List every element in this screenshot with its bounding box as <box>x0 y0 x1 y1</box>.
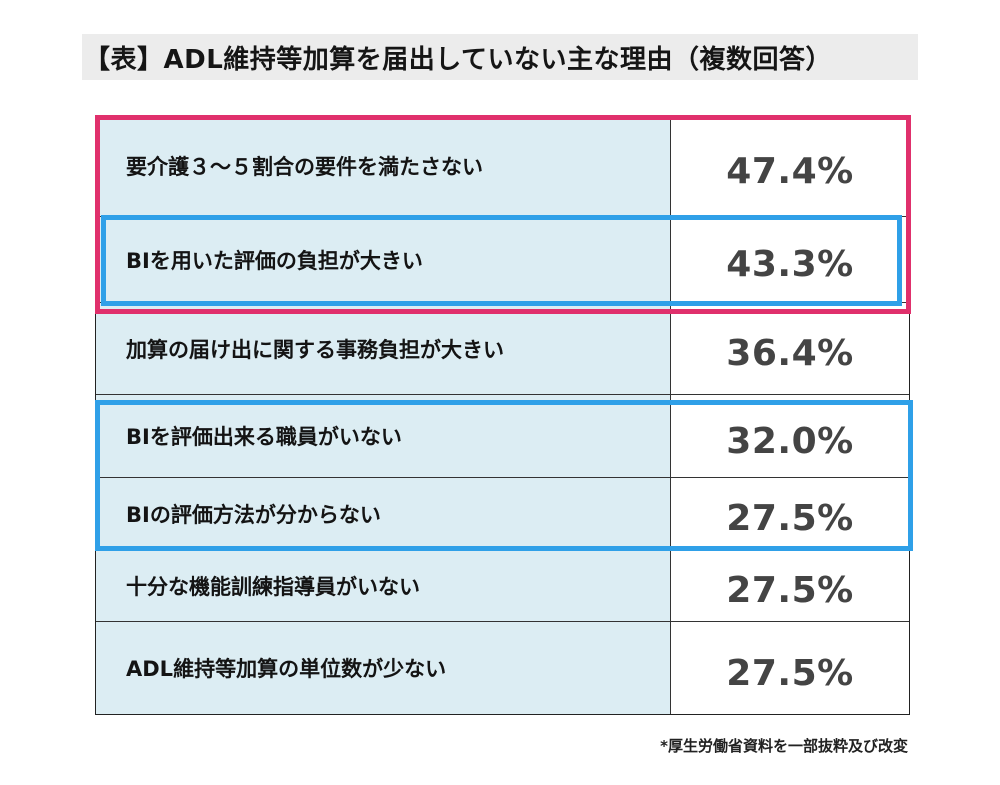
row-label: 十分な機能訓練指導員がいない <box>96 550 671 621</box>
row-label: BIを評価出来る職員がいない <box>96 395 671 477</box>
row-label: 要介護３～５割合の要件を満たさない <box>96 116 671 216</box>
row-value: 32.0% <box>671 395 909 477</box>
row-label: BIの評価方法が分からない <box>96 478 671 549</box>
row-value: 27.5% <box>671 622 909 714</box>
source-note: *厚生労働省資料を一部抜粋及び改変 <box>660 737 908 755</box>
table-row: 加算の届け出に関する事務負担が大きい 36.4% <box>96 302 909 394</box>
title-bar: 【表】ADL維持等加算を届出していない主な理由（複数回答） <box>82 34 918 80</box>
reasons-table: 要介護３～５割合の要件を満たさない 47.4% BIを用いた評価の負担が大きい … <box>95 115 910 715</box>
row-value: 27.5% <box>671 550 909 621</box>
row-value: 27.5% <box>671 478 909 549</box>
row-value: 36.4% <box>671 303 909 394</box>
row-value: 47.4% <box>671 116 909 216</box>
table-row: BIの評価方法が分からない 27.5% <box>96 477 909 549</box>
page-title: 【表】ADL維持等加算を届出していない主な理由（複数回答） <box>84 44 832 75</box>
table-row: ADL維持等加算の単位数が少ない 27.5% <box>96 621 909 714</box>
row-value: 43.3% <box>671 217 909 302</box>
row-label: 加算の届け出に関する事務負担が大きい <box>96 303 671 394</box>
table-row: 要介護３～５割合の要件を満たさない 47.4% <box>96 116 909 216</box>
table-row: BIを評価出来る職員がいない 32.0% <box>96 394 909 477</box>
table-row: 十分な機能訓練指導員がいない 27.5% <box>96 549 909 621</box>
row-label: BIを用いた評価の負担が大きい <box>96 217 671 302</box>
table-row: BIを用いた評価の負担が大きい 43.3% <box>96 216 909 302</box>
row-label: ADL維持等加算の単位数が少ない <box>96 622 671 714</box>
